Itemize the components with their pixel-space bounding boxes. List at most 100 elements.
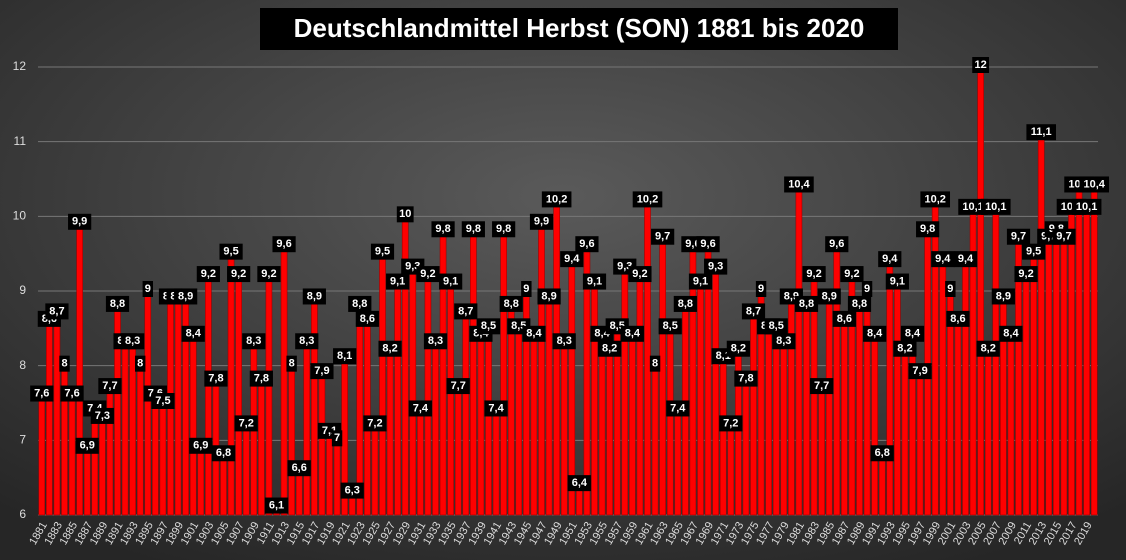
bar (265, 275, 273, 516)
data-label-box (575, 236, 599, 253)
data-label-box (408, 400, 432, 417)
bar (954, 320, 962, 516)
bar (621, 268, 629, 516)
data-label: 7,4 (488, 402, 504, 414)
data-label: 9,4 (882, 253, 898, 265)
data-label: 10,2 (637, 193, 658, 205)
data-label-box (764, 318, 788, 335)
data-label-box (945, 281, 956, 297)
data-label-box (416, 266, 440, 283)
data-label-box (529, 213, 554, 230)
bar (538, 223, 545, 516)
data-label-box (30, 385, 54, 402)
data-label: 8,4 (1003, 328, 1019, 340)
data-label-box (953, 251, 978, 268)
bar (129, 342, 136, 516)
data-label-box (567, 475, 591, 492)
data-label-box (461, 221, 485, 238)
data-label: 8,8 (504, 298, 519, 310)
data-label: 8,1 (337, 350, 352, 362)
bar (1090, 186, 1098, 516)
data-label: 7,3 (95, 410, 110, 422)
data-label-box (310, 363, 334, 380)
data-label-box (931, 251, 955, 268)
bar (500, 230, 507, 516)
data-label: 7,7 (102, 380, 117, 392)
y-tick-label: 9 (19, 283, 26, 297)
data-label-box (734, 370, 758, 387)
bar (674, 410, 682, 516)
data-label: 10,1 (962, 201, 983, 213)
bar (220, 454, 227, 516)
bar (856, 305, 863, 516)
bar (719, 357, 727, 516)
bar (1037, 133, 1045, 516)
bar (727, 425, 735, 516)
data-label-box (847, 295, 872, 312)
bar (417, 410, 424, 516)
data-label-box (598, 340, 622, 357)
data-label-box (704, 258, 728, 275)
data-label: 8,8 (352, 298, 367, 310)
bar (83, 447, 91, 516)
data-label: 8,4 (625, 328, 641, 340)
bar (598, 335, 606, 516)
data-label-box (521, 281, 532, 297)
bar (258, 380, 265, 516)
bar (886, 260, 894, 516)
data-label-box (499, 295, 523, 312)
chart-title: Deutschlandmittel Herbst (SON) 1881 bis … (294, 13, 865, 43)
data-label: 7,8 (208, 373, 223, 385)
data-label-box (348, 295, 372, 312)
bar (121, 342, 129, 516)
data-label-box (741, 303, 766, 320)
data-label: 9,2 (1018, 268, 1033, 280)
data-label-box (333, 348, 357, 365)
data-label-box (649, 355, 661, 372)
data-label-box (59, 355, 70, 372)
bar (106, 387, 114, 516)
data-label: 10,2 (925, 193, 946, 205)
data-label: 10,4 (788, 178, 810, 190)
data-label: 9,1 (443, 275, 458, 287)
data-label: 8,4 (526, 328, 542, 340)
data-label: 8,9 (822, 290, 837, 302)
bar (295, 469, 303, 516)
data-label: 9,1 (693, 275, 708, 287)
bar (152, 395, 159, 516)
bar (53, 313, 61, 516)
bar (833, 245, 841, 516)
bar (515, 328, 523, 516)
data-label-box (958, 198, 988, 215)
bar (38, 395, 46, 516)
data-label-box (673, 295, 697, 312)
data-label: 9 (145, 283, 151, 295)
bar (651, 365, 659, 516)
data-label: 7,4 (413, 402, 429, 414)
data-label: 7,9 (314, 365, 329, 377)
data-label: 7,2 (723, 417, 738, 429)
data-label-box (916, 221, 940, 238)
data-label-box (181, 325, 205, 342)
data-label-box (620, 325, 644, 342)
data-label: 8,9 (307, 290, 322, 302)
bar (931, 201, 939, 516)
data-label-box (1079, 176, 1110, 193)
data-label: 8,2 (731, 343, 746, 355)
bar (91, 410, 99, 516)
data-label: 10,1 (1076, 201, 1097, 213)
data-label: 9,2 (420, 268, 435, 280)
data-label: 9,2 (261, 268, 276, 280)
data-label: 9 (758, 283, 764, 295)
data-label-box (431, 221, 455, 238)
data-label-box (151, 393, 175, 409)
data-label-box (885, 273, 909, 290)
data-label: 9 (523, 283, 529, 295)
data-label-box (227, 266, 251, 283)
data-label-box (476, 318, 501, 335)
data-label-box (1026, 124, 1057, 141)
bar (409, 268, 417, 516)
bar (318, 372, 326, 516)
bar (99, 417, 106, 516)
data-label-box (68, 213, 92, 230)
